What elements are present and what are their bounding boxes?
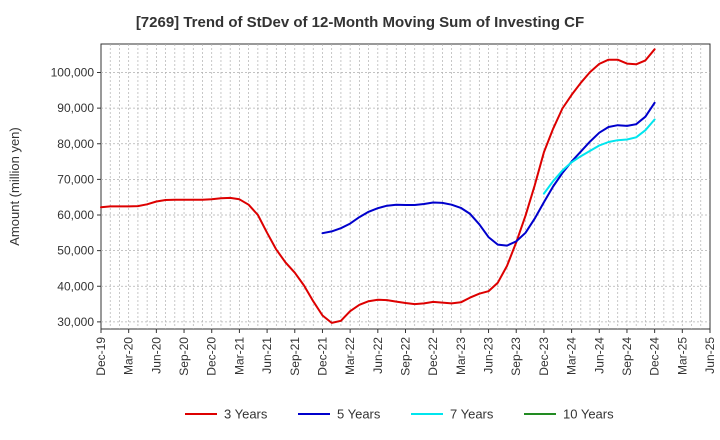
- series-line-7-years: [542, 118, 656, 195]
- legend-label: 5 Years: [337, 407, 381, 422]
- x-tick-label: Mar-20: [122, 337, 136, 375]
- x-tick-label: Sep-22: [399, 337, 413, 376]
- series-line-3-years: [100, 48, 656, 324]
- y-tick-label: 60,000: [57, 208, 94, 222]
- y-axis-label: Amount (million yen): [7, 127, 22, 246]
- y-tick-label: 40,000: [57, 279, 94, 293]
- axes: Dec-19 Mar-20 Jun-20 Sep-20 Dec-20 Mar-21 Jun-…: [7, 66, 717, 376]
- x-tick-label: Mar-21: [232, 337, 246, 375]
- gridlines: [100, 43, 711, 330]
- y-tick-label: 50,000: [57, 244, 94, 258]
- x-tick-label: Sep-23: [509, 337, 523, 376]
- x-tick-label: Dec-22: [426, 337, 440, 376]
- x-tick-label: Dec-19: [94, 337, 108, 376]
- x-tick-label: Sep-24: [620, 337, 634, 376]
- y-tick-label: 100,000: [51, 66, 95, 80]
- x-tick-label: Jun-24: [592, 337, 606, 374]
- x-tick-label: Sep-21: [288, 337, 302, 376]
- series-line-5-years: [321, 101, 656, 247]
- x-tick-label: Dec-21: [315, 337, 329, 376]
- x-tick-label: Dec-20: [205, 337, 219, 376]
- x-tick-label: Jun-22: [371, 337, 385, 374]
- legend-label: 10 Years: [563, 407, 614, 422]
- legend: 3 Years 5 Years 7 Years 10 Years: [185, 407, 614, 422]
- x-tick-label: Mar-24: [565, 337, 579, 375]
- x-tick-label: Jun-21: [260, 337, 274, 374]
- legend-label: 3 Years: [224, 407, 268, 422]
- chart-title: [7269] Trend of StDev of 12-Month Moving…: [135, 14, 585, 31]
- x-tick-label: Dec-23: [537, 337, 551, 376]
- x-tick-label: Mar-25: [675, 337, 689, 375]
- x-tick-label: Dec-24: [648, 337, 662, 376]
- x-tick-label: Jun-25: [703, 337, 717, 374]
- y-tick-label: 30,000: [57, 315, 94, 329]
- x-tick-label: Jun-20: [149, 337, 163, 374]
- x-tick-label: Sep-20: [177, 337, 191, 376]
- y-tick-label: 70,000: [57, 172, 94, 186]
- x-tick-label: Jun-23: [482, 337, 496, 374]
- series-lines: [100, 48, 656, 324]
- y-tick-label: 90,000: [57, 101, 94, 115]
- x-tick-label: Mar-22: [343, 337, 357, 375]
- legend-label: 7 Years: [450, 407, 494, 422]
- y-tick-label: 80,000: [57, 137, 94, 151]
- x-tick-label: Mar-23: [454, 337, 468, 375]
